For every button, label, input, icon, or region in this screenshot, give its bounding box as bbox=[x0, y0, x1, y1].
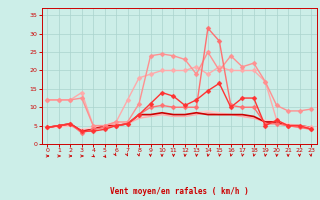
Text: Vent moyen/en rafales ( km/h ): Vent moyen/en rafales ( km/h ) bbox=[110, 187, 249, 196]
